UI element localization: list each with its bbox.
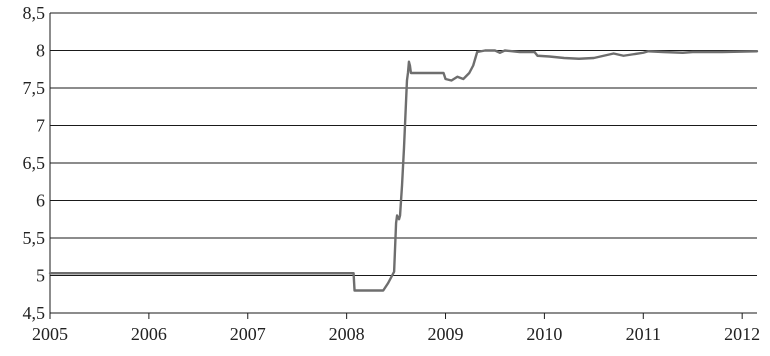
y-tick-label: 8,5 xyxy=(23,3,46,23)
series-layer xyxy=(48,49,759,292)
x-tick-label: 2005 xyxy=(32,324,68,344)
x-tick-label: 2009 xyxy=(428,324,464,344)
series-line-0 xyxy=(48,49,759,292)
x-tick-label: 2007 xyxy=(230,324,266,344)
y-tick-label: 8 xyxy=(36,41,45,61)
x-tick-label: 2008 xyxy=(329,324,365,344)
y-tick-label: 5,5 xyxy=(23,228,46,248)
x-tick-labels: 2005 2006 2007 2008 2009 2010 2011 2012 xyxy=(32,324,760,344)
x-tick-label: 2011 xyxy=(626,324,661,344)
y-tick-labels: 4,5 5 5,5 6 6,5 7 7,5 8 8,5 xyxy=(23,3,46,323)
x-tick-label: 2006 xyxy=(131,324,167,344)
axes xyxy=(49,13,757,319)
grid-lines xyxy=(50,12,757,276)
y-tick-label: 5 xyxy=(36,266,45,286)
y-tick-label: 7 xyxy=(36,116,45,136)
y-tick-label: 7,5 xyxy=(23,78,46,98)
x-tick-label: 2012 xyxy=(724,324,760,344)
y-tick-label: 4,5 xyxy=(23,303,46,323)
y-tick-label: 6 xyxy=(36,191,45,211)
x-tick-label: 2010 xyxy=(526,324,562,344)
y-tick-label: 6,5 xyxy=(23,153,46,173)
